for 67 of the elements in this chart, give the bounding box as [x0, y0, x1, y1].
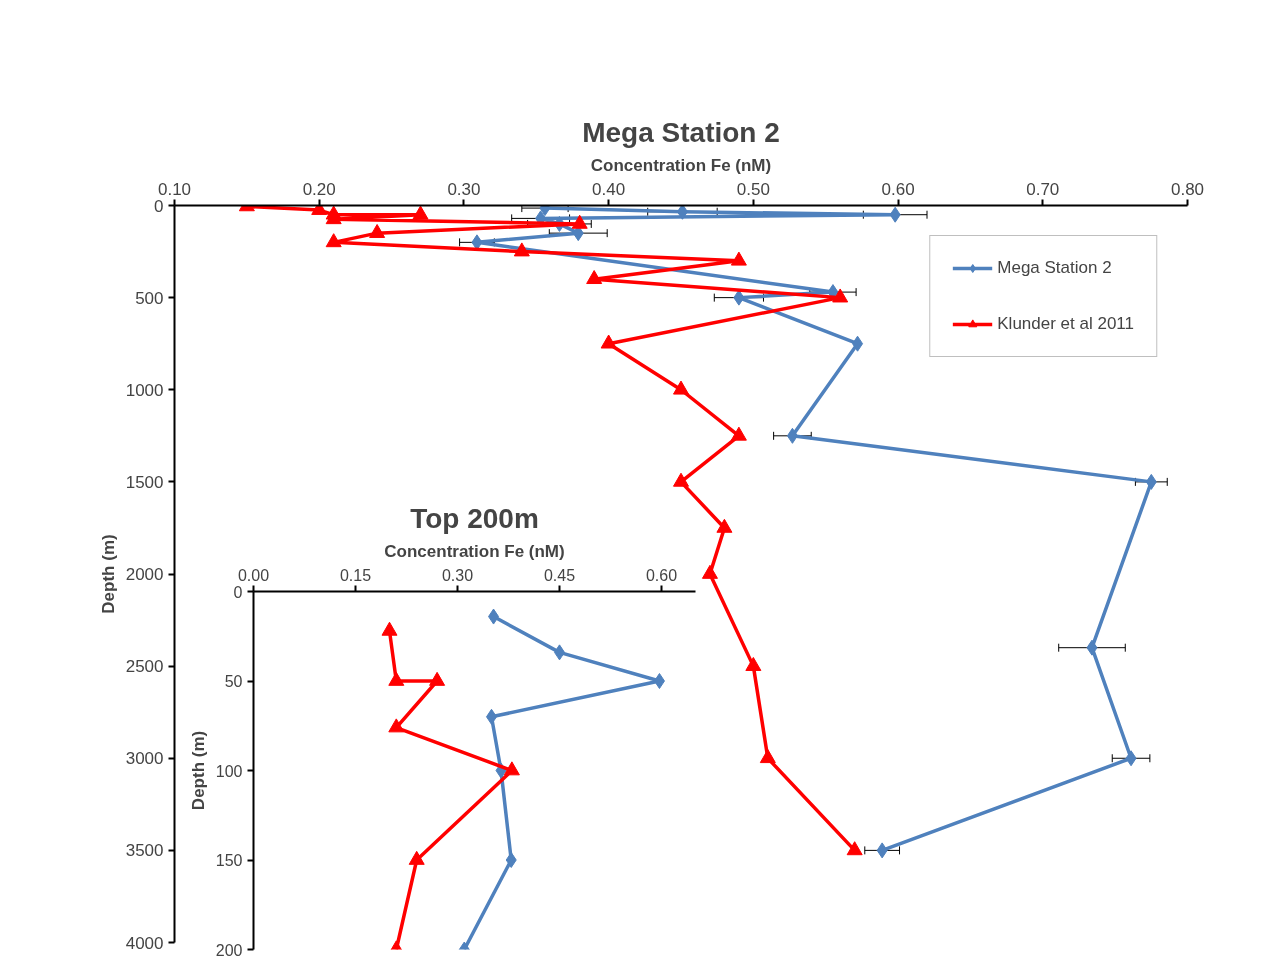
- point: [716, 518, 733, 533]
- x-tick-label: 0.60: [881, 179, 915, 199]
- legend-label: Mega Station 2: [997, 258, 1112, 278]
- y-tick-label: 0: [154, 196, 164, 216]
- x-tick-label: 0.10: [157, 179, 192, 199]
- x-axis-title: Concentration Fe (nM): [590, 155, 772, 175]
- point: [1086, 639, 1098, 656]
- point: [600, 334, 617, 349]
- point: [852, 335, 864, 352]
- x-tick-label: 0.60: [645, 566, 678, 584]
- point: [730, 251, 747, 266]
- x-tick-label: 0.20: [302, 179, 336, 199]
- x-tick-label: 0.80: [1170, 179, 1205, 199]
- y-axis-title: Depth (m): [98, 534, 118, 614]
- point: [653, 673, 665, 689]
- point: [673, 472, 689, 487]
- chart-title: Top 200m: [410, 502, 539, 534]
- y-tick-label: 150: [215, 852, 243, 869]
- point: [846, 841, 863, 856]
- point: [388, 671, 405, 686]
- x-tick-label: 0.45: [543, 566, 576, 584]
- point: [730, 426, 747, 441]
- y-tick-label: 1000: [125, 380, 164, 400]
- chart-title: Mega Station 2: [582, 116, 780, 148]
- legend-label: Klunder et al 2011: [997, 314, 1134, 334]
- y-tick-label: 100: [215, 762, 243, 780]
- point: [412, 205, 429, 220]
- point: [701, 564, 718, 579]
- point: [786, 427, 798, 444]
- point: [876, 842, 888, 859]
- point: [1145, 473, 1157, 490]
- y-tick-label: 4000: [125, 933, 164, 953]
- point: [325, 233, 342, 248]
- point: [408, 850, 425, 865]
- x-axis-title: Concentration Fe (nM): [384, 541, 565, 561]
- x-tick-label: 0.50: [736, 179, 770, 199]
- point: [513, 242, 530, 257]
- point: [571, 214, 588, 229]
- x-tick-label: 0.30: [441, 566, 474, 584]
- point: [889, 206, 901, 223]
- y-axis-title: Depth (m): [188, 730, 208, 811]
- y-tick-label: 1500: [125, 472, 164, 492]
- y-tick-label: 0: [233, 583, 243, 601]
- x-tick-label: 0.70: [1026, 179, 1060, 199]
- point: [586, 270, 603, 285]
- point: [1125, 750, 1137, 767]
- point: [388, 718, 405, 733]
- point: [369, 223, 386, 238]
- point: [733, 289, 745, 306]
- y-tick-label: 2500: [125, 657, 164, 677]
- x-tick-label: 0.15: [339, 566, 372, 584]
- y-tick-label: 500: [135, 288, 164, 308]
- x-tick-label: 0.00: [237, 566, 270, 584]
- y-tick-label: 2000: [125, 565, 164, 584]
- x-tick-label: 0.30: [447, 179, 481, 199]
- x-tick-label: 0.40: [592, 179, 626, 199]
- y-tick-label: 200: [215, 941, 243, 959]
- point: [488, 608, 500, 625]
- point: [429, 671, 446, 686]
- y-tick-label: 3000: [125, 749, 164, 769]
- y-tick-label: 3500: [125, 841, 164, 861]
- point: [503, 761, 520, 776]
- point: [832, 288, 849, 303]
- y-tick-label: 50: [224, 673, 243, 690]
- point: [745, 656, 762, 671]
- point: [673, 380, 689, 395]
- point: [759, 749, 776, 764]
